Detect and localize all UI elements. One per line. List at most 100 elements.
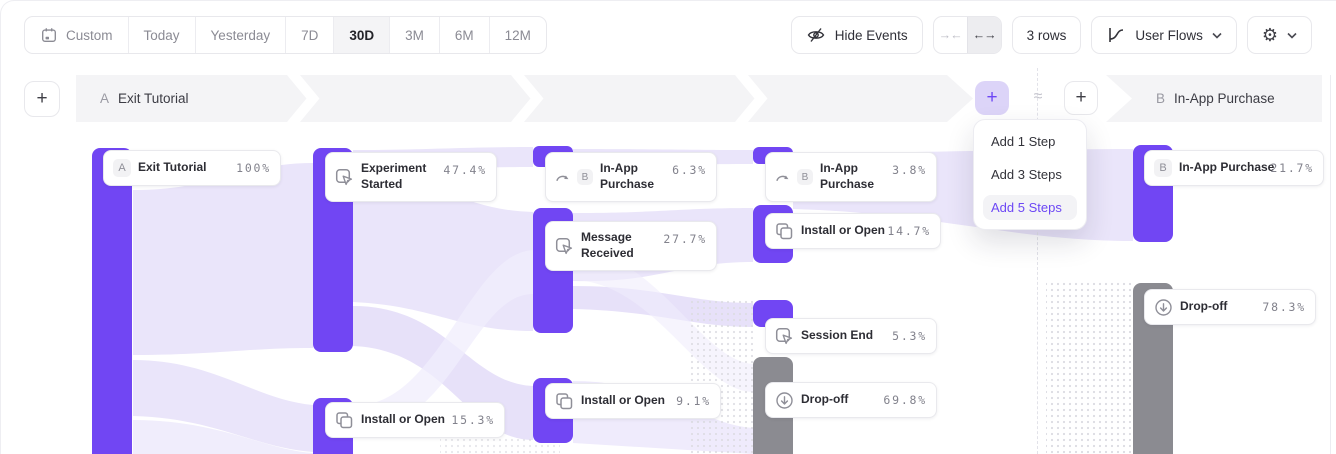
- panel-divider: [1037, 68, 1038, 454]
- step-b-badge: B: [797, 169, 813, 185]
- hide-events-label: Hide Events: [834, 27, 908, 43]
- node-value: 78.3%: [1262, 300, 1306, 314]
- date-range-30d-selected[interactable]: 30D: [333, 17, 390, 53]
- date-range-3m[interactable]: 3M: [389, 17, 439, 53]
- approx-symbol: ≈: [1033, 88, 1043, 105]
- calendar-icon: [42, 28, 56, 42]
- date-range-12m[interactable]: 12M: [488, 17, 546, 53]
- node-label: Install or Open: [801, 223, 886, 238]
- rows-label: 3 rows: [1026, 27, 1067, 43]
- chevron-down-icon: [1287, 32, 1297, 39]
- step-name: Exit Tutorial: [118, 91, 189, 106]
- step-b-badge: B: [577, 169, 593, 185]
- band-chevron-separators: [76, 75, 973, 122]
- install-icon: [555, 392, 574, 411]
- date-range-yesterday[interactable]: Yesterday: [194, 17, 286, 53]
- node-card-drop-off-b[interactable]: Drop-off 78.3%: [1144, 289, 1316, 325]
- add-steps-menu: Add 1 Step Add 3 Steps Add 5 Steps: [973, 119, 1087, 230]
- drop-off-icon: [1154, 298, 1173, 317]
- view-selector[interactable]: User Flows: [1091, 16, 1237, 54]
- hide-events-button[interactable]: Hide Events: [790, 16, 923, 54]
- node-label: Install or Open: [581, 393, 666, 408]
- node-label: In-App Purchase: [600, 161, 655, 191]
- node-label: Exit Tutorial: [138, 160, 207, 175]
- node-value: 100%: [236, 161, 271, 175]
- node-card-drop-off[interactable]: Drop-off 69.8%: [765, 382, 937, 418]
- node-label: Session End: [801, 328, 874, 343]
- node-card-experiment-started[interactable]: Experiment Started 47.4%: [325, 152, 497, 202]
- drop-off-icon: [775, 391, 794, 410]
- eye-off-icon: [807, 28, 825, 42]
- date-range-6m[interactable]: 6M: [438, 17, 489, 53]
- node-card-in-app-purchase-b[interactable]: B In-App Purchase 21.7%: [1144, 150, 1324, 186]
- expand-icon: ←→: [972, 28, 997, 42]
- node-card-install-or-open[interactable]: Install or Open 9.1%: [545, 383, 721, 419]
- event-icon: [335, 168, 354, 187]
- node-label: Drop-off: [1180, 299, 1228, 314]
- install-icon: [775, 222, 794, 241]
- expand-columns-button[interactable]: ←→: [966, 17, 1001, 53]
- node-value: 21.7%: [1270, 161, 1314, 175]
- date-range-custom[interactable]: Custom: [25, 17, 128, 53]
- menu-item-add-5-steps[interactable]: Add 5 Steps: [983, 195, 1077, 220]
- node-value: 69.8%: [883, 393, 927, 407]
- node-label: Drop-off: [801, 392, 849, 407]
- node-card-install-or-open[interactable]: Install or Open 14.7%: [765, 213, 941, 249]
- node-value: 9.1%: [676, 394, 711, 408]
- flow-arrow-icon: [555, 170, 570, 185]
- step-header-label: B In-App Purchase: [1156, 75, 1275, 122]
- node-value: 15.3%: [451, 413, 495, 427]
- date-range-label: Custom: [66, 27, 113, 43]
- flow-chart-icon: [1109, 28, 1124, 42]
- add-step-button-active[interactable]: +: [975, 81, 1009, 115]
- node-card-message-received[interactable]: Message Received 27.7%: [545, 221, 717, 271]
- add-row-button[interactable]: +: [24, 81, 60, 117]
- node-card-in-app-purchase[interactable]: B In-App Purchase 6.3%: [545, 152, 717, 202]
- step-letter: B: [1156, 91, 1166, 106]
- install-icon: [335, 411, 354, 430]
- step-header-exit-tutorial[interactable]: A Exit Tutorial: [76, 75, 973, 122]
- step-header-label: A Exit Tutorial: [100, 75, 189, 122]
- node-label: In-App Purchase: [1179, 160, 1275, 175]
- panel-right-edge: [1330, 75, 1331, 454]
- menu-item-add-1-step[interactable]: Add 1 Step: [991, 134, 1056, 149]
- gear-icon: ⚙: [1261, 25, 1278, 45]
- flow-arrow-icon: [775, 170, 790, 185]
- flow-bar-exit-tutorial[interactable]: [92, 148, 132, 454]
- toolbar-right: Hide Events →← ←→ 3 rows User Flows ⚙: [790, 16, 1312, 54]
- date-range-control: Custom Today Yesterday 7D 30D 3M 6M 12M: [24, 16, 547, 54]
- step-b-badge: B: [1154, 159, 1172, 177]
- collapse-icon: →←: [938, 28, 963, 42]
- rows-button[interactable]: 3 rows: [1011, 16, 1082, 54]
- event-icon: [555, 237, 574, 256]
- add-step-button[interactable]: +: [1064, 81, 1098, 115]
- step-header-in-app-purchase[interactable]: B In-App Purchase: [1106, 75, 1322, 122]
- chevron-down-icon: [1212, 32, 1222, 39]
- node-value: 5.3%: [892, 329, 927, 343]
- settings-button[interactable]: ⚙: [1246, 16, 1312, 54]
- collapse-columns-button[interactable]: →←: [934, 17, 967, 53]
- date-range-today[interactable]: Today: [127, 17, 195, 53]
- view-selector-label: User Flows: [1135, 27, 1203, 43]
- node-value: 47.4%: [443, 163, 487, 177]
- node-card-in-app-purchase[interactable]: B In-App Purchase 3.8%: [765, 152, 937, 202]
- node-card-exit-tutorial[interactable]: A Exit Tutorial 100%: [103, 150, 281, 186]
- step-a-badge: A: [113, 159, 131, 177]
- node-label: In-App Purchase: [820, 161, 875, 191]
- collapse-expand-toggle: →← ←→: [932, 16, 1002, 54]
- menu-item-add-3-steps[interactable]: Add 3 Steps: [991, 167, 1062, 182]
- node-card-session-end[interactable]: Session End 5.3%: [765, 318, 937, 354]
- node-value: 3.8%: [892, 163, 927, 177]
- node-label: Experiment Started: [361, 161, 427, 191]
- node-card-install-or-open[interactable]: Install or Open 15.3%: [325, 402, 505, 438]
- node-value: 6.3%: [672, 163, 707, 177]
- node-label: Message Received: [581, 230, 634, 260]
- node-label: Install or Open: [361, 412, 446, 427]
- node-value: 14.7%: [887, 224, 931, 238]
- step-letter: A: [100, 91, 110, 106]
- node-value: 27.7%: [663, 232, 707, 246]
- date-range-7d[interactable]: 7D: [285, 17, 333, 53]
- step-name: In-App Purchase: [1174, 91, 1275, 106]
- event-icon: [775, 327, 794, 346]
